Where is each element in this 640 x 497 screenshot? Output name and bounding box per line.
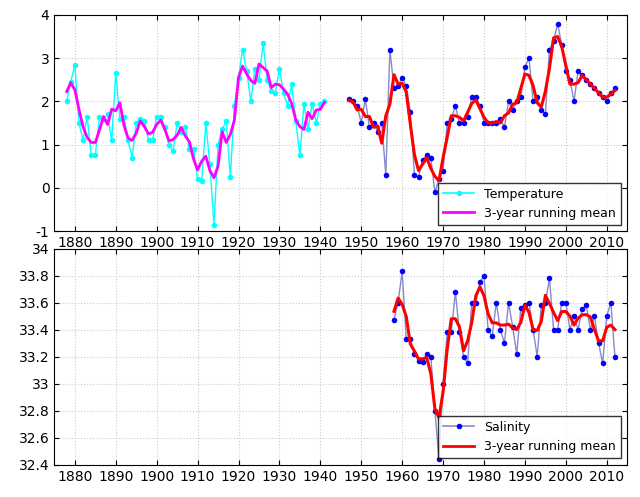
Legend: Salinity, 3-year running mean: Salinity, 3-year running mean xyxy=(438,416,621,458)
Legend: Temperature, 3-year running mean: Temperature, 3-year running mean xyxy=(438,182,621,225)
